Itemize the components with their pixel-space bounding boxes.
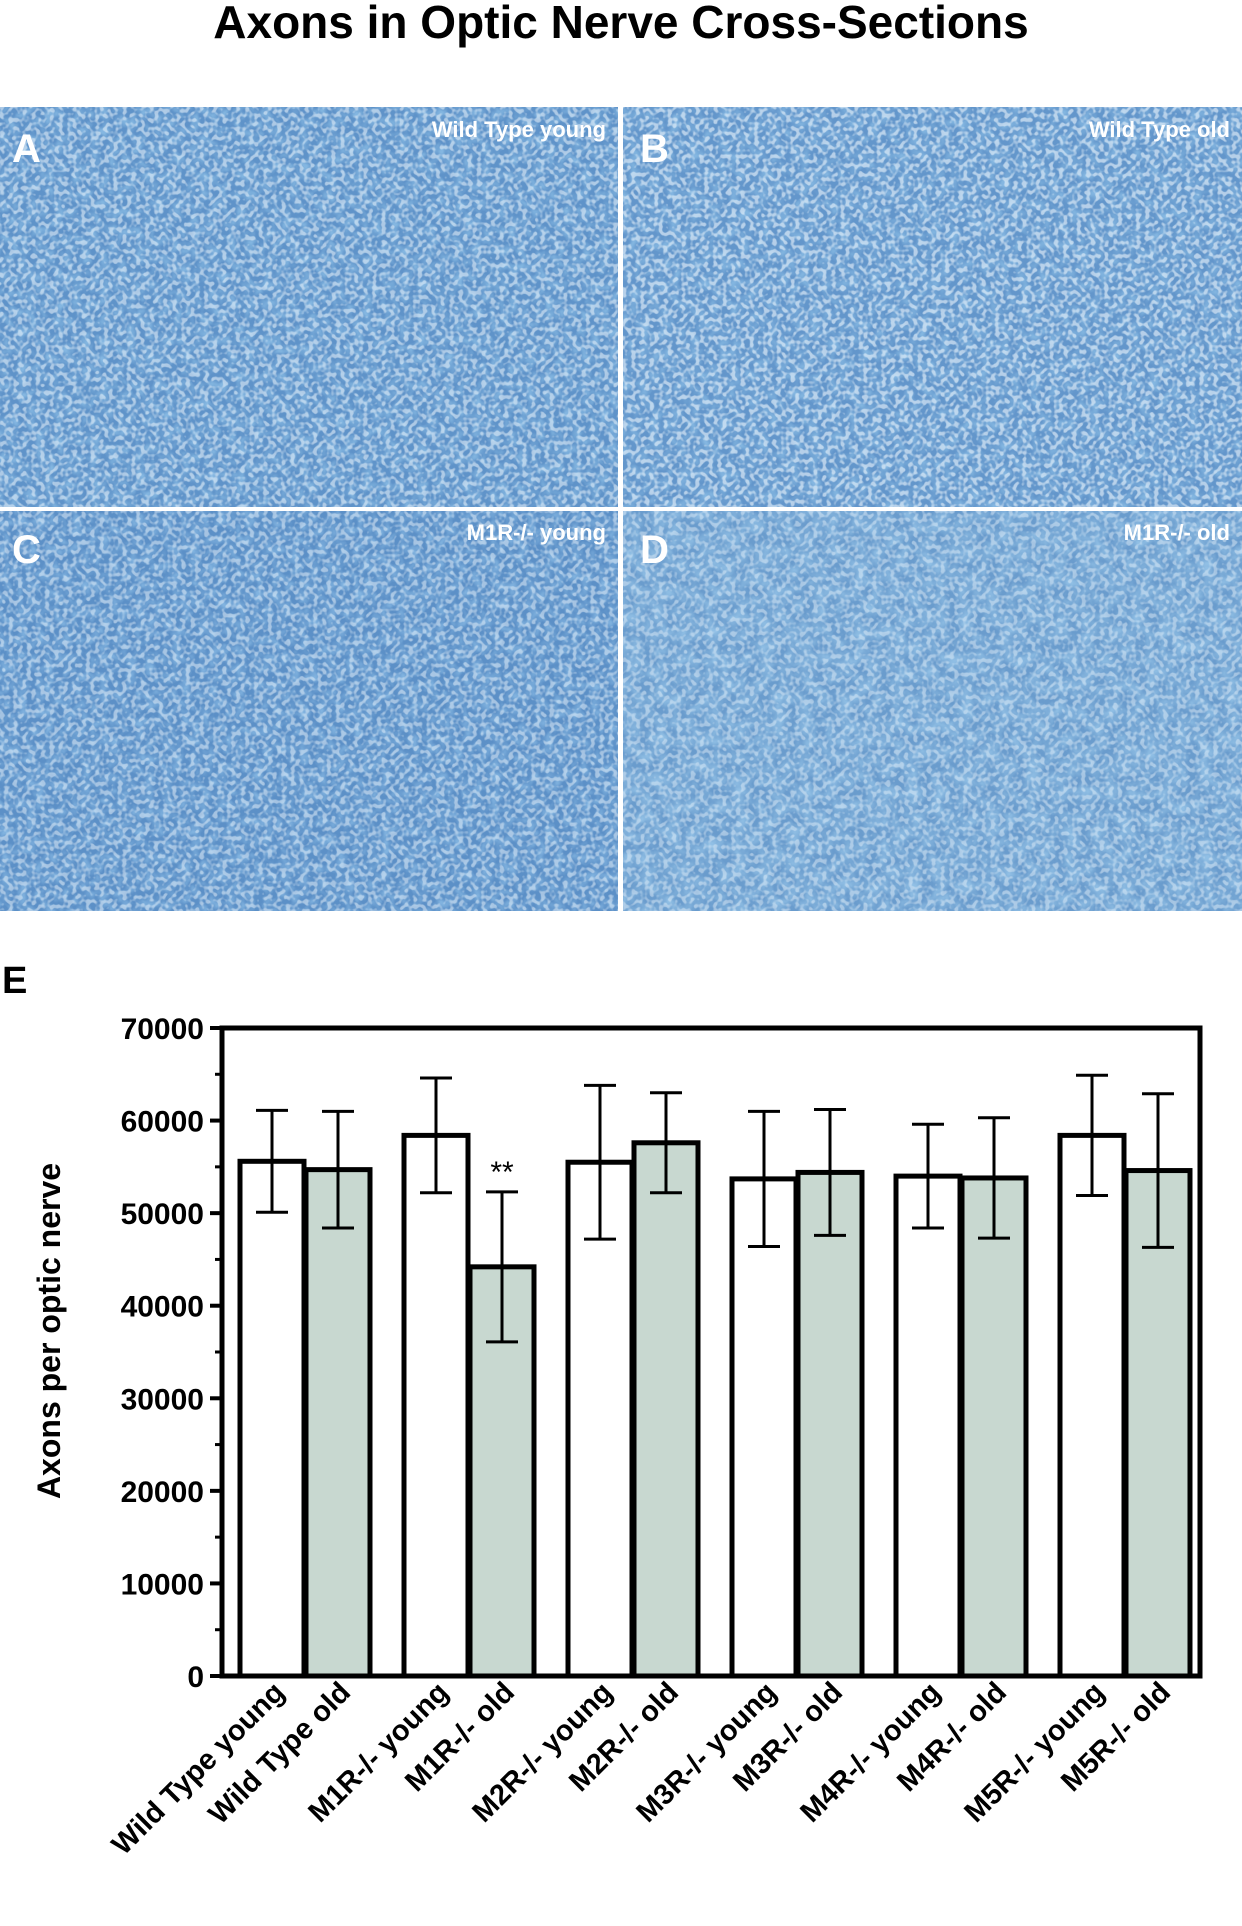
significance-annotation: ** <box>490 1156 514 1189</box>
panel-letter-b: B <box>640 127 669 171</box>
micrograph-panel-c: C M1R-/- young <box>0 511 618 911</box>
micrograph-label-a: Wild Type young <box>432 117 606 142</box>
panel-letter-d: D <box>640 528 669 572</box>
micrograph-panel-d: D M1R-/- old <box>623 511 1242 911</box>
y-tick-label-6: 60000 <box>121 1106 204 1139</box>
bar-5 <box>631 1140 701 1679</box>
micrograph-label-c: M1R-/- young <box>467 520 606 545</box>
bar-9 <box>959 1175 1029 1679</box>
y-axis-label: Axons per optic nerve <box>31 1163 67 1499</box>
figure-title: Axons in Optic Nerve Cross-Sections <box>213 0 1029 48</box>
panel-letter-e: E <box>2 960 27 1002</box>
y-tick-label-7: 70000 <box>121 1013 204 1046</box>
panel-letter-c: C <box>12 528 41 572</box>
bar-6 <box>729 1176 799 1679</box>
panel-letter-a: A <box>12 127 41 171</box>
bar-2 <box>401 1132 471 1679</box>
micrograph-panel-b: B Wild Type old <box>623 107 1242 507</box>
y-tick-label-1: 10000 <box>121 1568 204 1601</box>
y-tick-label-4: 40000 <box>121 1291 204 1324</box>
bar-10 <box>1057 1132 1127 1679</box>
bars-layer: ** <box>237 1073 1193 1679</box>
y-tick-label-3: 30000 <box>121 1383 204 1416</box>
micrograph-panel-a: A Wild Type young <box>0 107 618 507</box>
micrograph-grid: A Wild Type young B Wild Type old C M1R-… <box>0 107 1242 911</box>
y-tick-label-5: 50000 <box>121 1198 204 1231</box>
bar-7 <box>795 1169 865 1679</box>
bar-8 <box>893 1173 963 1679</box>
micrograph-label-b: Wild Type old <box>1089 117 1230 142</box>
y-tick-label-0: 0 <box>187 1661 204 1694</box>
bar-0 <box>237 1158 307 1679</box>
bar-1 <box>303 1167 373 1679</box>
micrograph-label-d: M1R-/- old <box>1124 520 1230 545</box>
y-tick-label-2: 20000 <box>121 1476 204 1509</box>
horizontal-divider <box>0 507 1242 511</box>
